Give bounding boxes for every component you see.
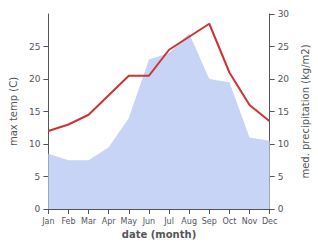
- svg-text:10: 10: [29, 139, 41, 149]
- svg-text:Aug: Aug: [181, 217, 197, 226]
- svg-text:May: May: [121, 217, 138, 226]
- svg-text:20: 20: [278, 74, 290, 84]
- svg-text:0: 0: [35, 204, 41, 214]
- svg-text:30: 30: [278, 9, 290, 19]
- svg-text:max temp (C): max temp (C): [8, 77, 19, 146]
- svg-text:Jan: Jan: [41, 217, 54, 226]
- svg-text:Sep: Sep: [202, 217, 217, 226]
- svg-text:25: 25: [29, 42, 40, 52]
- svg-text:15: 15: [278, 107, 289, 117]
- svg-text:med. precipitation (kg/m2): med. precipitation (kg/m2): [300, 44, 311, 178]
- svg-text:Oct: Oct: [222, 217, 236, 226]
- svg-text:Mar: Mar: [81, 217, 97, 226]
- svg-text:5: 5: [278, 172, 284, 182]
- svg-text:Jul: Jul: [163, 217, 174, 226]
- svg-text:10: 10: [278, 139, 290, 149]
- svg-text:Nov: Nov: [242, 217, 258, 226]
- svg-text:0: 0: [278, 204, 284, 214]
- svg-text:date (month): date (month): [122, 229, 196, 240]
- svg-text:5: 5: [35, 172, 41, 182]
- svg-text:25: 25: [278, 42, 289, 52]
- svg-text:Dec: Dec: [262, 217, 277, 226]
- svg-text:15: 15: [29, 107, 40, 117]
- svg-text:20: 20: [29, 74, 41, 84]
- svg-text:Jun: Jun: [142, 217, 156, 226]
- svg-text:Apr: Apr: [102, 217, 117, 226]
- svg-text:Feb: Feb: [61, 217, 75, 226]
